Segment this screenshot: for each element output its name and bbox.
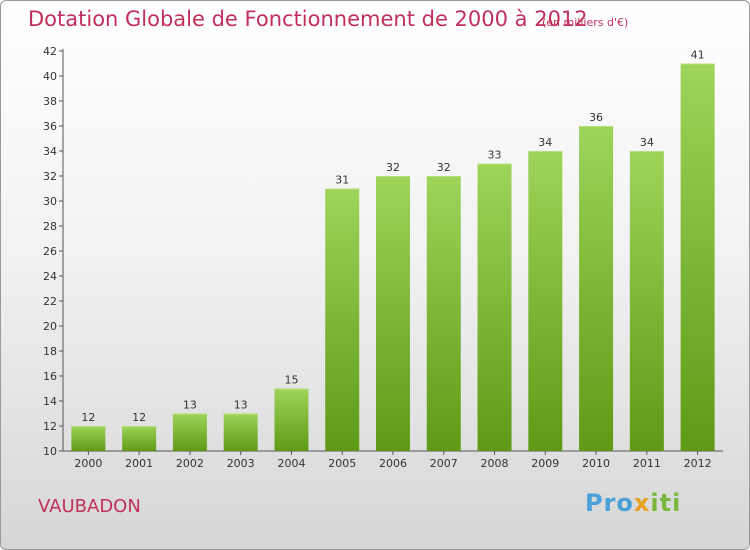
y-tick-label: 12 (43, 420, 57, 433)
x-tick-label-2005: 2005 (328, 457, 356, 470)
x-tick-label-2007: 2007 (430, 457, 458, 470)
x-tick-label-2006: 2006 (379, 457, 407, 470)
data-label-2005: 31 (335, 174, 349, 187)
bar-2012 (680, 63, 715, 451)
data-label-2003: 13 (234, 399, 248, 412)
proxiti-logo: Proxiti (585, 489, 681, 517)
x-tick-label-2012: 2012 (684, 457, 712, 470)
bar-2009 (528, 151, 563, 451)
y-tick-label: 26 (43, 245, 57, 258)
bar-2002 (172, 413, 207, 451)
logo-part-1: Pro (585, 489, 634, 517)
commune-name: VAUBADON (38, 496, 141, 517)
bar-2007 (426, 176, 461, 451)
y-tick-label: 30 (43, 195, 57, 208)
x-tick-label-2008: 2008 (481, 457, 509, 470)
data-label-2010: 36 (589, 111, 603, 124)
y-tick-label: 38 (43, 95, 57, 108)
y-tick-label: 14 (43, 395, 57, 408)
bar-2006 (376, 176, 410, 451)
data-label-2009: 34 (538, 136, 552, 149)
y-tick-label: 36 (43, 120, 57, 133)
y-tick-label: 24 (43, 270, 57, 283)
y-tick-label: 42 (43, 45, 57, 58)
bar-2003 (223, 413, 258, 451)
x-tick-label-2009: 2009 (531, 457, 559, 470)
bar-2011 (629, 151, 664, 451)
y-tick-label: 22 (43, 295, 57, 308)
data-label-2008: 33 (488, 149, 502, 162)
chart-title: Dotation Globale de Fonctionnement de 20… (28, 7, 588, 31)
logo-part-2: x (633, 489, 651, 517)
bar-2004 (274, 388, 309, 451)
x-tick-label-2000: 2000 (74, 457, 102, 470)
x-tick-label-2010: 2010 (582, 457, 610, 470)
y-tick-label: 34 (43, 145, 57, 158)
data-label-2011: 34 (640, 136, 654, 149)
y-tick-label: 20 (43, 320, 57, 333)
x-tick-label-2004: 2004 (277, 457, 305, 470)
logo-part-3: iti (650, 489, 682, 517)
y-tick-label: 32 (43, 170, 57, 183)
data-label-2007: 32 (437, 161, 451, 174)
data-label-2006: 32 (386, 161, 400, 174)
y-tick-label: 40 (43, 70, 57, 83)
data-label-2012: 41 (691, 49, 705, 62)
chart-axes: 10 12 14 16 18 20 22 24 26 28 30 32 34 36 38 40 42 2000 20… (43, 45, 723, 470)
bar-2001 (122, 426, 157, 451)
x-tick-label-2001: 2001 (125, 457, 153, 470)
bar-2010 (579, 126, 614, 451)
y-tick-label: 18 (43, 345, 57, 358)
x-tick-label-2003: 2003 (227, 457, 255, 470)
data-label-2002: 13 (183, 399, 197, 412)
chart-data-labels: 12 12 13 13 15 31 32 32 33 34 36 34 41 (81, 49, 704, 425)
chart-subtitle: (en milliers d'€) (542, 16, 629, 29)
bar-2005 (325, 188, 360, 451)
x-tick-label-2011: 2011 (633, 457, 661, 470)
x-tick-label-2002: 2002 (176, 457, 204, 470)
chart-bars (71, 63, 715, 451)
y-tick-label: 10 (43, 445, 57, 458)
y-tick-label: 28 (43, 220, 57, 233)
data-label-2001: 12 (132, 411, 146, 424)
data-label-2000: 12 (81, 411, 95, 424)
bar-2000 (71, 426, 106, 451)
data-label-2004: 15 (284, 374, 298, 387)
y-tick-label: 16 (43, 370, 57, 383)
bar-2008 (477, 163, 512, 451)
